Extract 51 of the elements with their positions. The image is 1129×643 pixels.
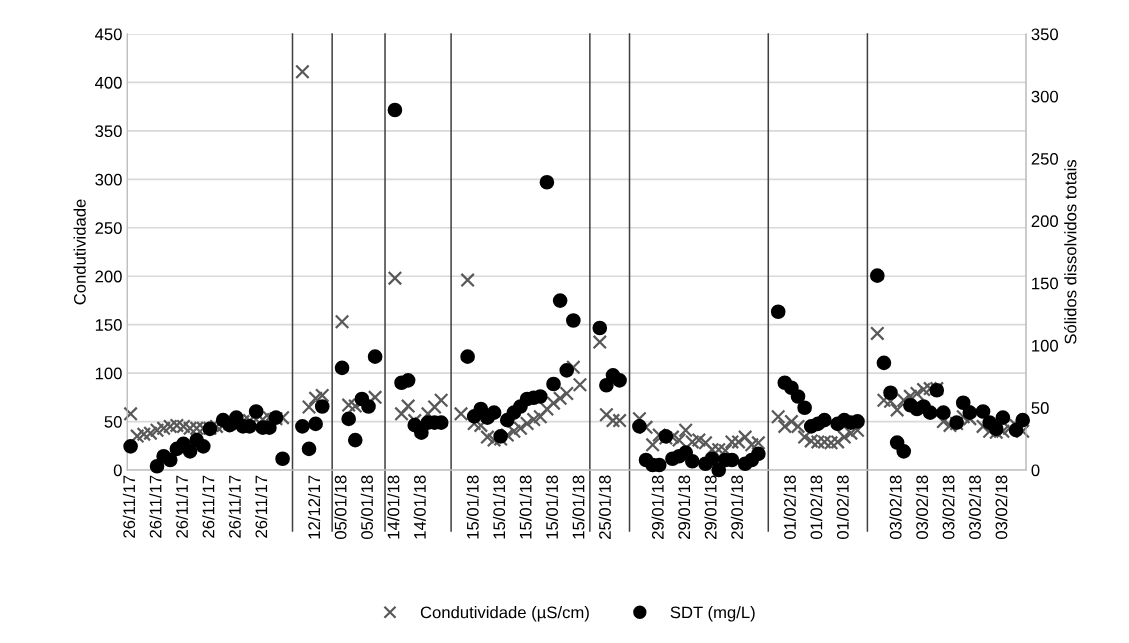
y-tick-label: 350 <box>95 125 122 138</box>
x-tick-label: 26/11/17 <box>149 475 162 538</box>
x-tick-label: 15/01/18 <box>545 475 558 539</box>
x-tick-label: 01/02/18 <box>783 475 796 540</box>
y-tick-label: 100 <box>95 367 122 380</box>
y-tick-label: 400 <box>95 76 122 89</box>
x-tick-label: 15/01/18 <box>572 475 585 539</box>
x-tick-label: 29/01/18 <box>677 475 691 539</box>
y-axis-title: Condutividade <box>73 199 86 305</box>
x-tick-label: 26/11/17 <box>228 475 241 538</box>
y-tick-label: 250 <box>95 222 122 234</box>
x-tick-label: 05/01/18 <box>360 475 373 540</box>
x-tick-label: 26/11/17 <box>175 475 188 538</box>
y2-tick-label: 100 <box>1032 339 1059 352</box>
y-tick-label: 0 <box>113 464 122 477</box>
x-tick-label: 26/11/17 <box>255 475 268 538</box>
x-tick-label: 03/02/18 <box>915 475 929 540</box>
y-tick-label: 200 <box>95 270 122 283</box>
x-tick-label: 01/02/18 <box>836 475 849 540</box>
x-tick-label: 29/01/18 <box>730 475 744 539</box>
y2-tick-label: 300 <box>1031 90 1059 103</box>
y2-tick-label: 250 <box>1031 152 1059 165</box>
x-tick-label: 26/11/17 <box>122 475 136 538</box>
x-tick-label: 12/12/17 <box>307 475 321 539</box>
x-tick-label: 15/01/18 <box>492 475 506 539</box>
x-tick-label: 26/11/17 <box>202 475 215 538</box>
x-tick-label: 05/01/18 <box>334 475 347 540</box>
x-tick-label: 14/01/18 <box>387 475 400 539</box>
x-tick-label: 15/01/18 <box>466 475 479 539</box>
x-tick-label: 03/02/18 <box>889 475 902 540</box>
x-tick-label: 03/02/18 <box>942 475 955 540</box>
y2-tick-label: 0 <box>1031 464 1040 477</box>
x-tick-label: 14/01/18 <box>413 475 426 539</box>
legend-label: SDT (mg/L) <box>670 606 755 622</box>
y-tick-label: 50 <box>104 415 122 428</box>
y2-tick-label: 150 <box>1032 277 1059 290</box>
y-tick-label: 300 <box>95 173 122 186</box>
x-tick-label: 03/02/18 <box>995 475 1008 540</box>
y2-axis-title: Sólidos dissolvidos totais <box>1064 159 1077 344</box>
x-tick-label: 29/01/18 <box>704 475 717 539</box>
legend-label: Condutividade (µS/cm) <box>420 606 589 622</box>
x-tick-label: 25/01/18 <box>598 475 611 539</box>
y2-tick-label: 50 <box>1031 402 1049 414</box>
x-tick-label: 15/01/18 <box>519 475 532 539</box>
y-tick-label: 150 <box>95 319 122 331</box>
y2-tick-label: 200 <box>1031 215 1059 228</box>
y2-tick-label: 350 <box>1031 28 1059 41</box>
x-tick-label: 01/02/18 <box>810 475 823 540</box>
x-tick-label: 29/01/18 <box>651 475 664 539</box>
y-tick-label: 450 <box>95 28 122 41</box>
x-tick-label: 03/02/18 <box>968 475 981 540</box>
